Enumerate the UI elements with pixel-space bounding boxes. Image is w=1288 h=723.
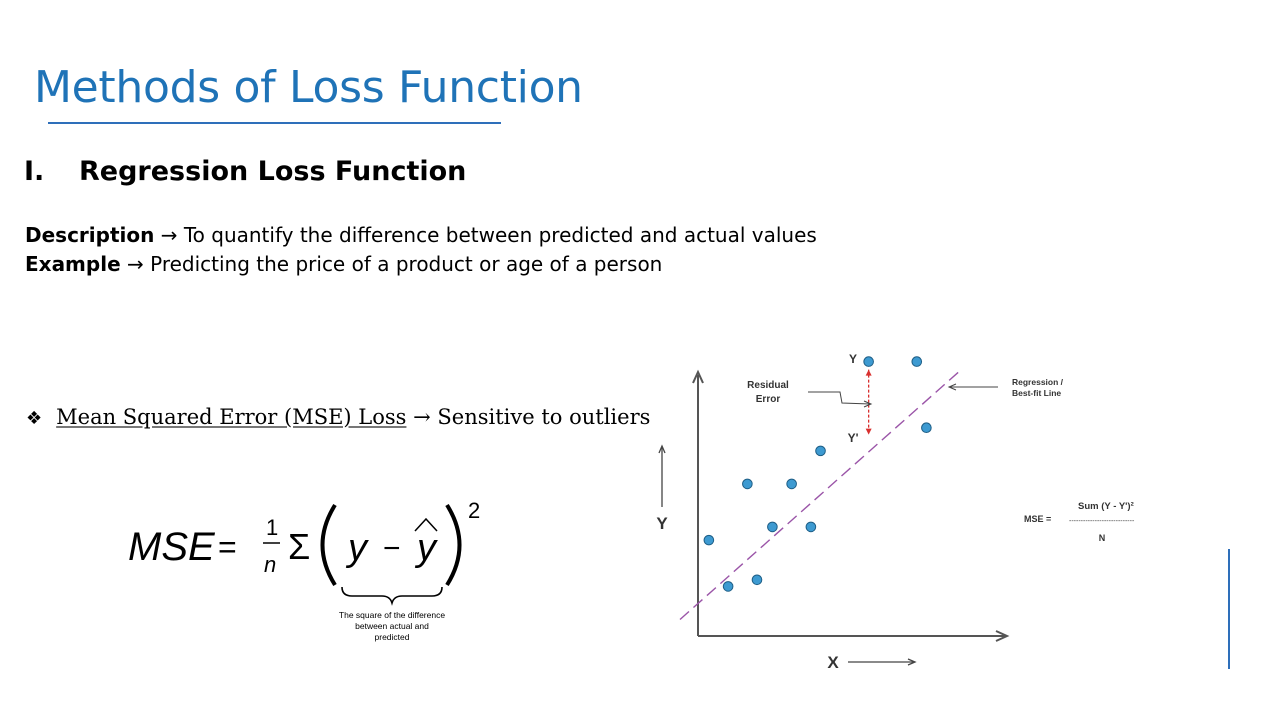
data-point-4 [742,478,753,490]
formula-caption-1: The square of the difference [339,610,445,620]
formula-power: 2 [468,498,480,523]
residual-arrowhead-top [865,369,872,376]
data-point-2 [722,581,734,592]
data-point-6 [786,478,797,490]
residual-annotation-arrowhead [863,400,873,408]
example-text: → Predicting the price of a product or a… [120,252,663,276]
mse-bullet: ❖ Mean Squared Error (MSE) Loss → Sensiti… [26,405,650,429]
formula-right-paren [445,503,462,587]
residual-annotation-2: Error [756,394,781,405]
regression-annotation-arrowhead [947,383,957,391]
section-heading: I. Regression Loss Function [24,156,466,187]
formula-minus: − [383,532,401,565]
formula-frac-den: n [264,552,276,577]
section-title: Regression Loss Function [79,156,467,187]
y-label-arrowhead [658,444,666,454]
mse-formula: MSE = 1 n Σ y − y 2 The square of the di… [128,498,480,642]
description-text: → To quantify the difference between pre… [154,223,817,247]
data-point-7 [805,521,817,533]
actual-y-label: Y [849,352,857,366]
y-axis-label: Y [656,514,668,533]
slide-title: Methods of Loss Function [34,62,583,113]
formula-equals: = [218,529,237,565]
formula-caption-2: between actual and [355,621,429,631]
data-point-3 [751,574,763,586]
formula-caption-3: predicted [375,632,410,642]
regression-annotation-1: Regression / [1012,377,1064,387]
x-axis-arrowhead [995,630,1010,642]
description-line: Description → To quantify the difference… [25,223,817,247]
section-number: I. [24,156,45,187]
diamond-bullet-icon: ❖ [26,408,43,429]
chart-marks [679,356,960,620]
formula-lhs: MSE [128,525,216,569]
data-point-11 [921,422,932,434]
regression-line [679,371,960,620]
data-point-1 [703,534,715,546]
x-label-arrowhead [907,658,917,666]
residual-annotation-pointer [808,391,871,405]
chart-mse-denominator: N [1099,533,1106,543]
chart-mse-numerator: Sum (Y - Y')² [1078,501,1134,512]
y-axis-arrowhead [692,369,704,384]
data-point-10 [911,356,923,367]
formula-hat [414,517,438,532]
formula-yhat: y [414,527,438,569]
chart-mse-label: MSE = [1024,514,1051,524]
example-label: Example [25,252,121,276]
formula-y: y [345,527,369,569]
data-point-9 [863,356,874,367]
data-point-8 [815,445,826,457]
bullet-term: Mean Squared Error (MSE) Loss [56,405,407,429]
residual-annotation-1: Residual [747,380,789,391]
formula-sigma: Σ [288,526,310,567]
decorative-vertical-rule [1228,549,1230,669]
title-underline [48,122,501,124]
description-label: Description [25,223,155,247]
data-point-5 [767,521,778,533]
formula-frac-num: 1 [266,515,278,540]
example-line: Example → Predicting the price of a prod… [25,252,662,276]
regression-annotation-2: Best-fit Line [1012,388,1061,398]
predicted-y-label: Y' [848,431,859,445]
regression-chart: Y X Y Y' Residual Error Regression / Bes… [656,352,1135,672]
residual-arrowhead-bottom [865,428,872,435]
chart-mse-dashes: ---------------------------- [1069,518,1135,525]
formula-underbrace [341,586,443,606]
formula-left-paren [320,503,337,587]
bullet-text: → Sensitive to outliers [406,405,651,429]
x-axis-label: X [827,653,839,672]
